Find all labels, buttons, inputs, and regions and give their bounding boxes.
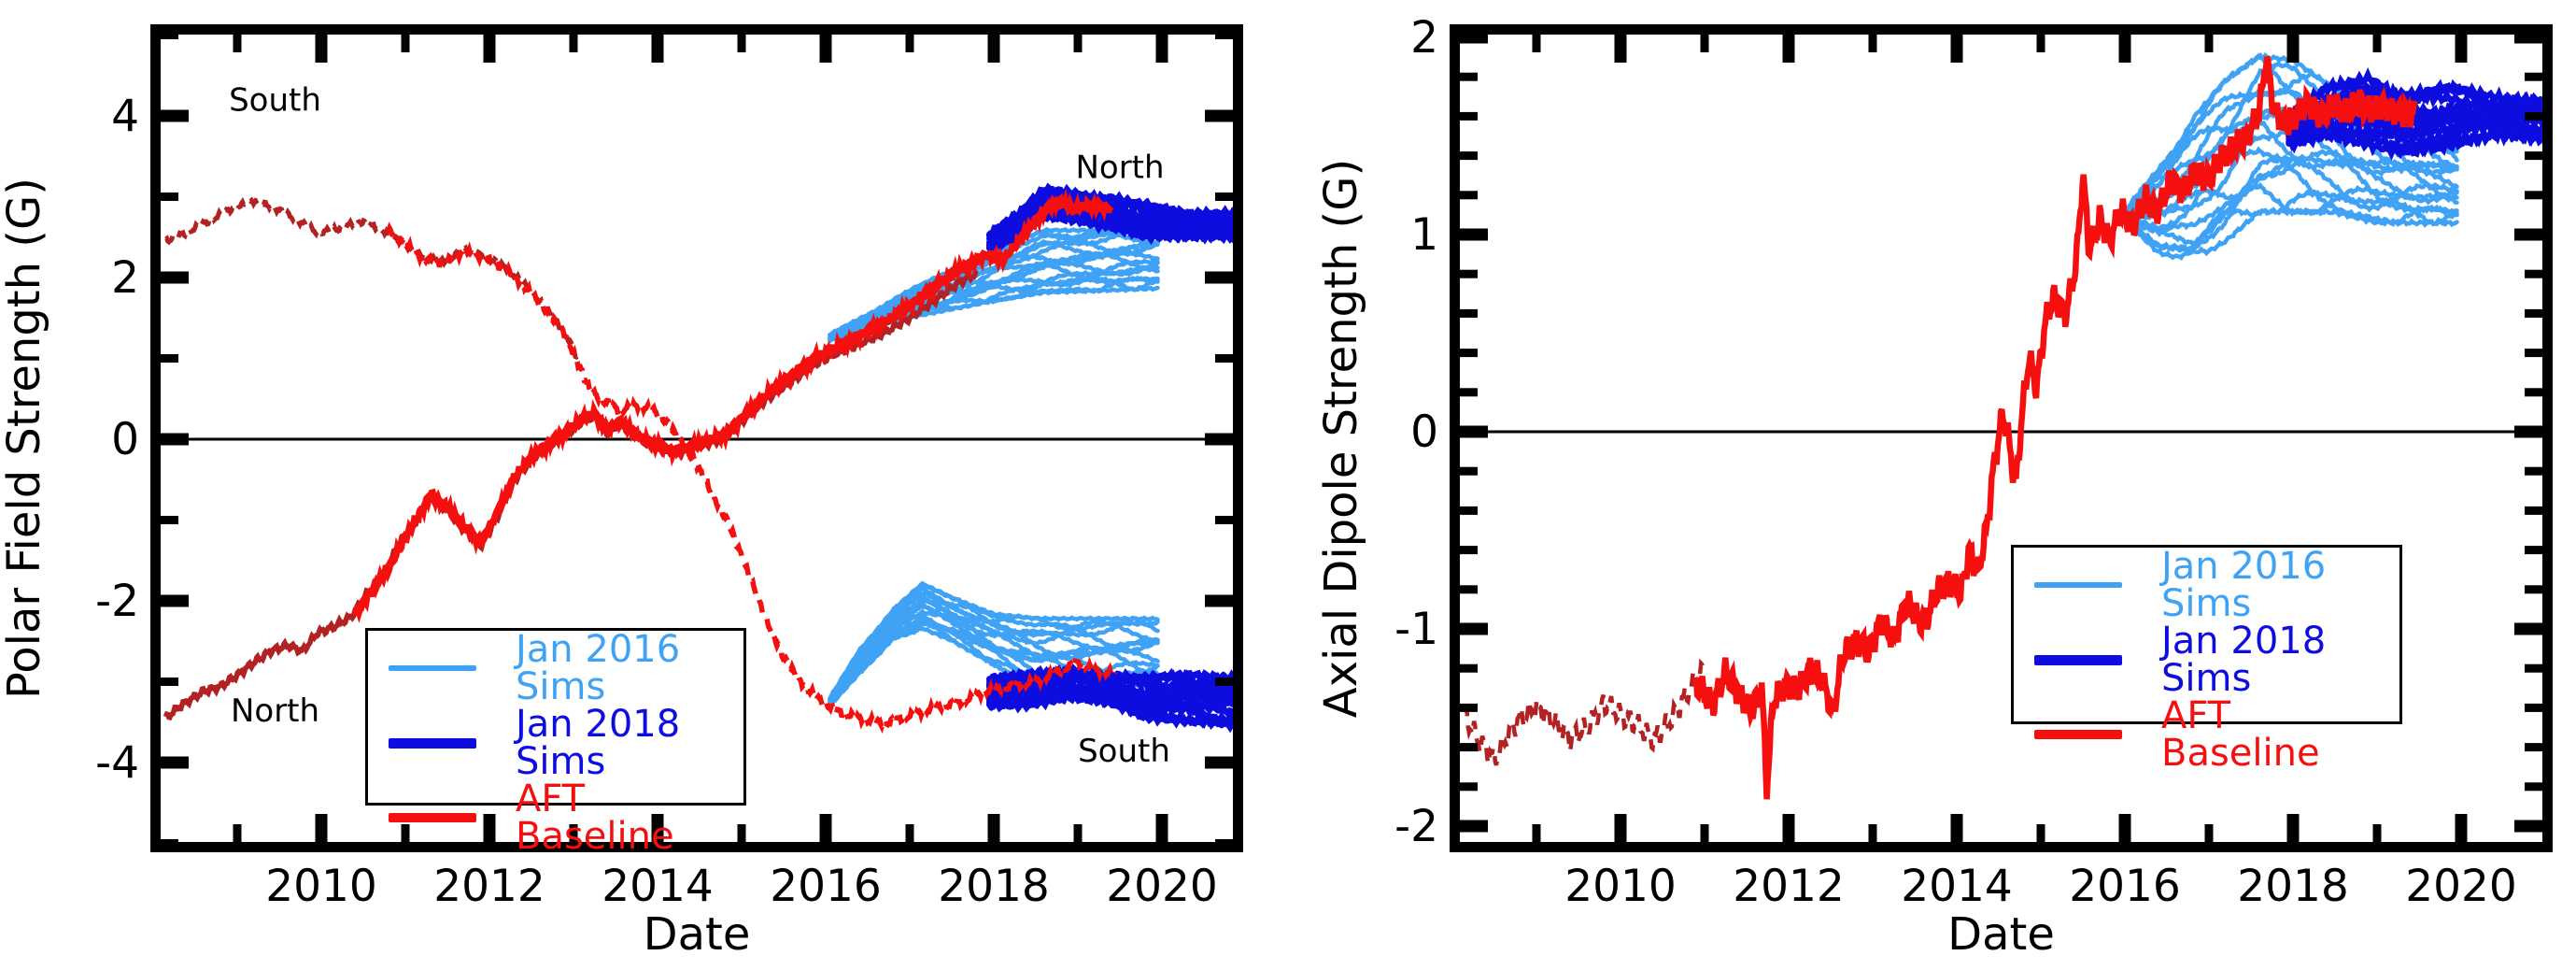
y-tick-label: 4: [111, 91, 139, 142]
south-aft-baseline: [386, 221, 1118, 734]
y-tick-label: -2: [1394, 801, 1438, 852]
legend-entry-jan-2016-sims: Jan 2016 Sims: [389, 631, 743, 706]
y-tick-label: 0: [1410, 407, 1438, 458]
legend-entry-label: Jan 2016 Sims: [516, 628, 681, 708]
x-tick-label: 2014: [1901, 861, 2013, 912]
jan2016-sims-line: [2127, 60, 2459, 210]
y-tick-label: -2: [95, 576, 139, 627]
aft-baseline-line-swatch: [389, 813, 476, 822]
x-tick-label: 2012: [433, 861, 545, 912]
legend-entry-label: Jan 2018 Sims: [516, 703, 681, 783]
left-spine: [150, 24, 161, 852]
aft-baseline-line-swatch: [2034, 730, 2122, 739]
y-tick-label: 0: [111, 414, 139, 465]
jan2016-sims-line: [2127, 189, 2459, 257]
legend-entry-jan-2018-sims: Jan 2018 Sims: [2034, 622, 2399, 697]
x-tick-label: 2014: [602, 861, 714, 912]
jan2016-sims-south-line: [828, 581, 1160, 701]
x-axis-title: Date: [644, 908, 751, 961]
jan2018-sims-south-line: [986, 665, 1233, 687]
y-axis-title: Axial Dipole Strength (G): [1315, 159, 1367, 718]
right-spine: [1233, 24, 1243, 852]
jan2016-sims-line: [2127, 148, 2459, 249]
y-tick-label: 2: [1410, 12, 1438, 64]
x-tick-label: 2020: [2405, 861, 2517, 912]
legend-entry-label: AFT Baseline: [516, 777, 674, 858]
y-tick-label: 1: [1410, 209, 1438, 261]
north-aft-baseline: [352, 188, 1114, 623]
jan2016-sims-line: [2127, 155, 2459, 252]
jan2018-sims-north-line: [986, 186, 1233, 238]
x-tick-label: 2018: [2237, 861, 2349, 912]
legend-entry-aft-baseline: AFT Baseline: [389, 780, 743, 855]
annotation-south: South: [1078, 733, 1170, 770]
legend-entry-label: Jan 2016 Sims: [2161, 545, 2327, 625]
legend-axial-dipole: Jan 2016 Sims Jan 2018 Sims AFT Baseline: [2011, 545, 2402, 772]
jan-2016-sims-line-swatch: [389, 665, 476, 671]
left-spine: [1450, 24, 1460, 852]
jan-2016-sims-line-swatch: [2034, 582, 2122, 588]
right-spine: [2542, 24, 2553, 852]
axial-dipole-plot: 2010 2012 2014 2016 2018 2020 -2 -1 0 1 2 Date Axial…: [1315, 12, 2553, 961]
x-tick-label: 2012: [1733, 861, 1845, 912]
legend-entry-jan-2018-sims: Jan 2018 Sims: [389, 706, 743, 780]
x-tick-label: 2020: [1106, 861, 1218, 912]
x-tick-label: 2010: [1564, 861, 1677, 912]
x-tick-label: 2016: [770, 861, 882, 912]
axial-dipole-observed: [1463, 658, 1706, 766]
annotation-north: North: [231, 692, 319, 730]
annotation-north: North: [1075, 149, 1164, 186]
polar-field-plot: 2010 2012 2014 2016 2018 2020 -4 -2 0 2 4 Date Polar…: [0, 24, 1243, 961]
x-tick-label: 2016: [2069, 861, 2181, 912]
bottom-spine: [1450, 842, 2553, 852]
x-tick-label: 2010: [265, 861, 377, 912]
top-spine: [1450, 24, 2553, 35]
top-spine: [150, 24, 1243, 35]
jan2018-sims-line: [2286, 76, 2542, 121]
x-tick-label: 2018: [938, 861, 1050, 912]
jan-2018-sims-line-swatch: [389, 737, 476, 749]
y-tick-label: 2: [111, 252, 139, 304]
south-observed: [164, 196, 579, 360]
legend-entry-label: AFT Baseline: [2161, 694, 2320, 775]
legend-entry-jan-2016-sims: Jan 2016 Sims: [2034, 548, 2399, 622]
x-axis-title: Date: [1947, 908, 2055, 961]
legend-entry-aft-baseline: AFT Baseline: [2034, 697, 2399, 772]
y-tick-label: -4: [95, 737, 139, 789]
axial-dipole-aft-baseline: [1692, 55, 2418, 800]
y-tick-label: -1: [1394, 604, 1438, 655]
jan-2018-sims-line-swatch: [2034, 654, 2122, 665]
bottom-spine: [150, 842, 1243, 852]
annotation-south: South: [229, 82, 321, 120]
y-axis-title: Polar Field Strength (G): [0, 178, 50, 699]
legend-entry-label: Jan 2018 Sims: [2161, 620, 2327, 700]
legend-polar-field: Jan 2016 Sims Jan 2018 Sims AFT Baseline: [365, 628, 746, 855]
